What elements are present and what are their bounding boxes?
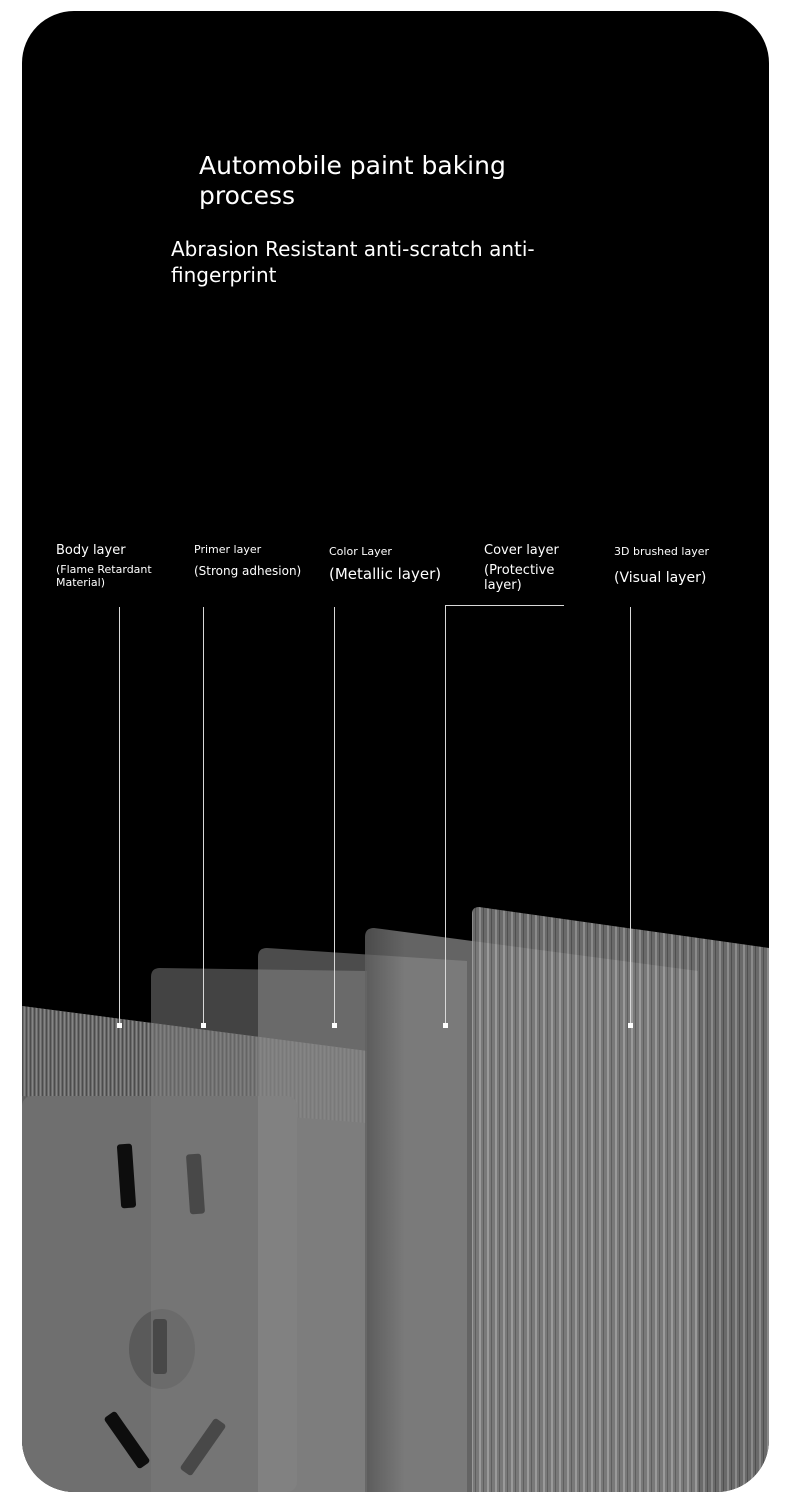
layer-name: Body layer <box>56 543 126 558</box>
brushed-layer-panel <box>472 907 769 1492</box>
leader-line-primer <box>203 607 204 1024</box>
headline-title: Automobile paint baking process <box>199 151 506 210</box>
layer-label-color: Color Layer (Metallic layer) <box>329 545 459 583</box>
leader-dot-cover <box>443 1023 448 1028</box>
leader-line-body <box>119 607 120 1024</box>
layer-name: Cover layer <box>484 543 559 558</box>
layer-desc: (Metallic layer) <box>329 565 442 583</box>
leader-dot-brushed <box>628 1023 633 1028</box>
layer-label-primer: Primer layer (Strong adhesion) <box>194 543 314 579</box>
leader-dot-primer <box>201 1023 206 1028</box>
headline-subtitle: Abrasion Resistant anti-scratch anti-fin… <box>171 237 535 287</box>
layer-label-cover: Cover layer (Protective layer) <box>484 543 574 594</box>
layer-desc: (Strong adhesion) <box>194 564 302 578</box>
layer-desc: (Flame Retardant Material) <box>56 563 152 589</box>
leader-line-brushed <box>630 607 631 1024</box>
layer-desc: (Protective layer) <box>484 563 555 593</box>
layer-desc: (Visual layer) <box>614 570 707 586</box>
socket-layers-illustration <box>22 907 769 1492</box>
layer-name: Primer layer <box>194 543 262 556</box>
leader-line-color <box>334 607 335 1024</box>
layer-label-body: Body layer (Flame Retardant Material) <box>56 543 166 589</box>
layer-name: 3D brushed layer <box>614 545 709 558</box>
leader-line-cover <box>445 605 446 1024</box>
layer-name: Color Layer <box>329 545 392 558</box>
leader-dot-body <box>117 1023 122 1028</box>
leader-dot-color <box>332 1023 337 1028</box>
layer-label-brushed: 3D brushed layer (Visual layer) <box>614 545 744 586</box>
leader-line-cover-horizontal <box>445 605 564 606</box>
product-card: Automobile paint baking process Abrasion… <box>22 11 769 1492</box>
